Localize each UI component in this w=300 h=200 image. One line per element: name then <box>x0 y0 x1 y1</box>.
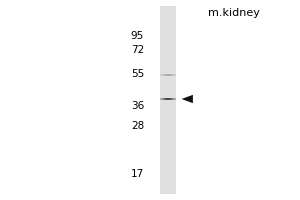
Polygon shape <box>182 95 193 103</box>
Text: 36: 36 <box>131 101 144 111</box>
Text: 28: 28 <box>131 121 144 131</box>
Bar <box>160 6 176 194</box>
Text: m.kidney: m.kidney <box>208 8 260 18</box>
Text: 72: 72 <box>131 45 144 55</box>
Text: 17: 17 <box>131 169 144 179</box>
Text: 95: 95 <box>131 31 144 41</box>
Text: 55: 55 <box>131 69 144 79</box>
